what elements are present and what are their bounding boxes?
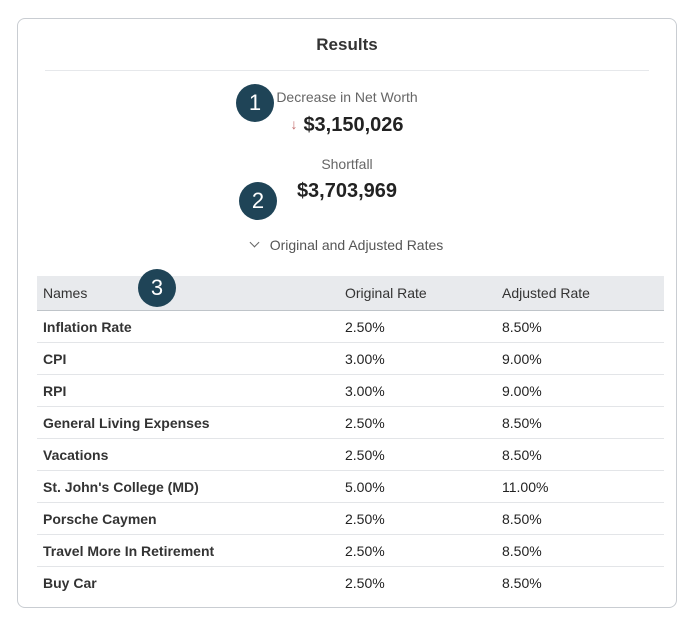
rates-toggle-label: Original and Adjusted Rates <box>269 237 444 253</box>
results-title: Results <box>316 35 378 54</box>
row-name: St. John's College (MD) <box>37 470 339 503</box>
row-adjusted-rate: 11.00% <box>496 470 664 503</box>
callout-badge-3: 3 <box>138 269 176 307</box>
row-name: Vacations <box>37 438 339 471</box>
callout-badge-1: 1 <box>236 84 274 122</box>
row-original-rate: 2.50% <box>339 534 496 567</box>
row-original-rate: 2.50% <box>339 310 496 343</box>
row-name: Travel More In Retirement <box>37 534 339 567</box>
shortfall-label: Shortfall <box>321 156 373 172</box>
decrease-net-worth-value: ↓ $3,150,026 <box>18 114 676 137</box>
row-adjusted-rate: 8.50% <box>502 574 542 591</box>
arrow-down-icon: ↓ <box>290 116 298 132</box>
shortfall-value: $3,703,969 <box>296 180 398 202</box>
row-original-rate: 2.50% <box>345 574 385 591</box>
column-header-adjusted-rate: Adjusted Rate <box>496 276 664 311</box>
row-name: RPI <box>37 374 339 407</box>
row-adjusted-rate: 9.00% <box>496 374 664 407</box>
row-adjusted-rate: 8.50% <box>496 310 664 343</box>
row-original-rate: 2.50% <box>339 502 496 535</box>
table-row: Vacations 2.50% 8.50% <box>37 438 664 471</box>
row-original-rate: 5.00% <box>339 470 496 503</box>
rates-table: Names Original Rate Adjusted Rate Inflat… <box>37 276 664 598</box>
column-header-names: Names <box>37 276 339 311</box>
decrease-amount: $3,150,026 <box>303 114 404 136</box>
row-adjusted-rate: 8.50% <box>496 438 664 471</box>
row-original-rate: 3.00% <box>339 374 496 407</box>
row-name: Buy Car <box>43 574 97 591</box>
table-row: General Living Expenses 2.50% 8.50% <box>37 406 664 439</box>
callout-badge-2: 2 <box>239 182 277 220</box>
title-divider <box>45 70 649 71</box>
table-row: CPI 3.00% 9.00% <box>37 342 664 375</box>
table-row: Buy Car 2.50% 8.50% <box>37 567 664 599</box>
rates-toggle[interactable]: Original and Adjusted Rates <box>18 237 676 253</box>
table-header-row: Names Original Rate Adjusted Rate <box>37 276 664 311</box>
table-row: Travel More In Retirement 2.50% 8.50% <box>37 534 664 567</box>
column-header-original-rate: Original Rate <box>339 276 496 311</box>
table-row: St. John's College (MD) 5.00% 11.00% <box>37 470 664 503</box>
row-adjusted-rate: 8.50% <box>496 502 664 535</box>
row-original-rate: 2.50% <box>339 406 496 439</box>
table-row: RPI 3.00% 9.00% <box>37 374 664 407</box>
row-adjusted-rate: 9.00% <box>496 342 664 375</box>
row-adjusted-rate: 8.50% <box>496 534 664 567</box>
results-card: Results 1 Decrease in Net Worth ↓ $3,150,… <box>17 18 677 608</box>
row-adjusted-rate: 8.50% <box>496 406 664 439</box>
row-original-rate: 3.00% <box>339 342 496 375</box>
decrease-net-worth-label: Decrease in Net Worth <box>276 89 418 105</box>
table-row: Porsche Caymen 2.50% 8.50% <box>37 502 664 535</box>
row-name: General Living Expenses <box>37 406 339 439</box>
chevron-down-icon <box>249 237 260 248</box>
row-original-rate: 2.50% <box>339 438 496 471</box>
row-name: Inflation Rate <box>37 310 339 343</box>
row-name: Porsche Caymen <box>37 502 339 535</box>
table-row: Inflation Rate 2.50% 8.50% <box>37 310 664 343</box>
row-name: CPI <box>37 342 339 375</box>
